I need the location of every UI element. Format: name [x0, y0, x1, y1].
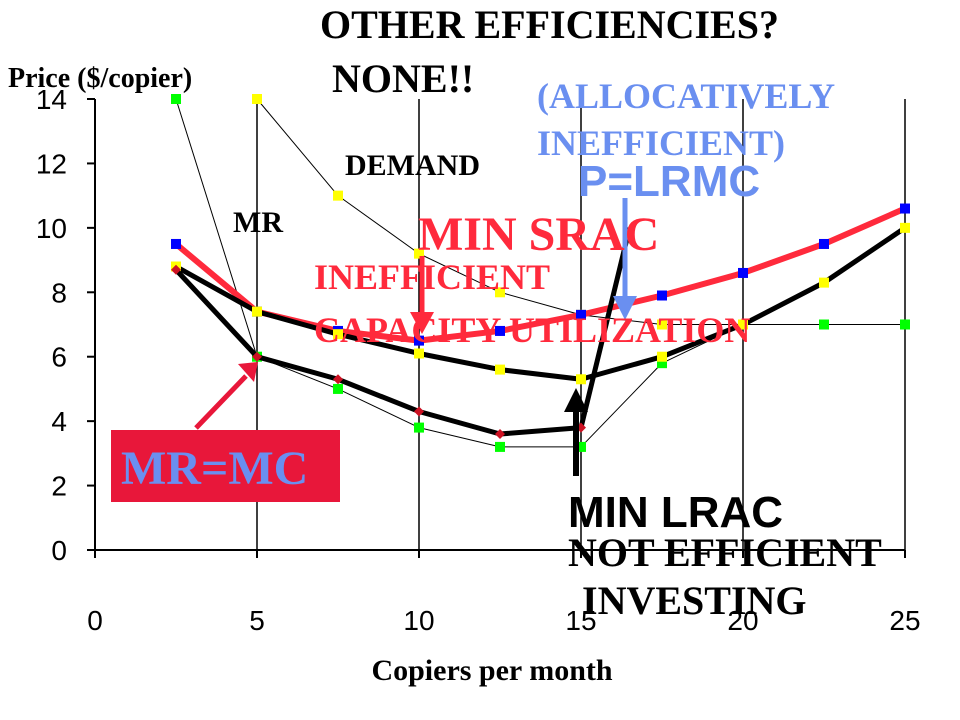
point-lrac-5	[576, 309, 586, 320]
series	[171, 94, 910, 452]
mr-mc-box	[111, 430, 340, 502]
x-tick-label-10: 10	[403, 605, 434, 636]
min-srac-arrowhead	[410, 312, 434, 334]
y-tick-label-2: 2	[51, 471, 67, 502]
point-srac-2	[333, 329, 343, 340]
point-srmc-2	[333, 374, 343, 385]
point-mr-9	[900, 319, 910, 330]
y-axis-label: Price ($/copier)	[8, 63, 192, 94]
point-lrac-0	[171, 238, 181, 249]
y-tick-label-10: 10	[36, 213, 67, 244]
series-line-demand	[256, 98, 905, 325]
point-lrac-3	[414, 335, 424, 346]
point-srmc-0	[171, 264, 181, 275]
series-srac	[171, 222, 910, 385]
mr-mc-label: MR=MC	[121, 442, 308, 495]
point-mr-8	[819, 319, 829, 330]
title-line1: OTHER EFFICIENCIES?	[320, 2, 779, 47]
x-tick-label-5: 5	[249, 605, 265, 636]
p-lrmc-label: P=LRMC	[578, 157, 760, 206]
inefficient-label-1: INEFFICIENT	[314, 257, 550, 297]
point-lrac-4	[495, 325, 505, 336]
point-srac-6	[657, 351, 667, 362]
point-mr-3	[414, 422, 424, 433]
allocative-label-2: INEFFICIENT)	[537, 123, 785, 163]
point-srac-7	[738, 319, 748, 330]
series-mr	[171, 94, 910, 452]
series-line-mr	[175, 98, 905, 448]
min-lrac-arrowhead	[564, 388, 588, 412]
point-demand-5	[657, 319, 667, 330]
x-tick-label-25: 25	[889, 605, 920, 636]
point-srac-1	[252, 306, 262, 317]
point-srmc-4	[495, 429, 505, 440]
point-demand-2	[414, 248, 424, 259]
point-demand-3	[495, 287, 505, 298]
point-mr-0	[171, 94, 181, 104]
point-lrac-7	[738, 267, 748, 278]
point-demand-1	[333, 190, 343, 201]
title-line2: NONE!!	[332, 56, 474, 101]
demand-label: DEMAND	[345, 149, 480, 182]
x-tick-label-20: 20	[727, 605, 758, 636]
x-axis-label: Copiers per month	[371, 654, 612, 687]
point-demand-0	[252, 94, 262, 104]
point-srac-3	[414, 348, 424, 359]
point-mr-4	[495, 441, 505, 452]
x-tick-label-15: 15	[565, 605, 596, 636]
y-tick-label-8: 8	[51, 277, 67, 308]
y-tick-label-6: 6	[51, 342, 67, 373]
point-srac-8	[819, 277, 829, 288]
grid-lines	[87, 98, 906, 558]
mr-label: MR	[233, 206, 283, 239]
y-tick-label-14: 14	[36, 84, 67, 115]
point-srac-5	[576, 374, 586, 385]
point-mr-6	[657, 358, 667, 369]
point-srmc-1	[252, 351, 262, 362]
point-srac-9	[900, 222, 910, 233]
y-tick-label-0: 0	[51, 535, 67, 566]
point-mr-5	[576, 441, 586, 452]
point-srac-4	[495, 364, 505, 375]
x-tick-label-0: 0	[87, 605, 103, 636]
series-line-srac	[174, 225, 907, 382]
p-lrmc-arrowhead	[613, 296, 637, 320]
allocative-label-1: (ALLOCATIVELY	[537, 76, 835, 116]
point-lrac-6	[657, 290, 667, 301]
tick-labels: 0 5 10 15 20 25 0 2 4 6 8 10 12 14	[36, 84, 921, 636]
inefficient-label-2: CAPACITY UTILIZATION	[314, 310, 750, 350]
not-efficient-label-1: NOT EFFICIENT	[568, 530, 882, 575]
point-lrac-9	[900, 203, 910, 214]
mr-mc-arrow	[194, 374, 248, 430]
point-srmc-3	[414, 406, 424, 417]
y-tick-label-12: 12	[36, 148, 67, 179]
not-efficient-label-2: INVESTING	[582, 578, 807, 623]
series-srmc	[171, 227, 633, 440]
point-mr-2	[333, 383, 343, 394]
mr-mc-arrowhead	[238, 362, 258, 382]
min-srac-label: MIN SRAC	[418, 208, 659, 261]
y-tick-label-4: 4	[51, 406, 67, 437]
min-lrac-label: MIN LRAC	[568, 488, 783, 537]
point-lrac-8	[819, 238, 829, 249]
